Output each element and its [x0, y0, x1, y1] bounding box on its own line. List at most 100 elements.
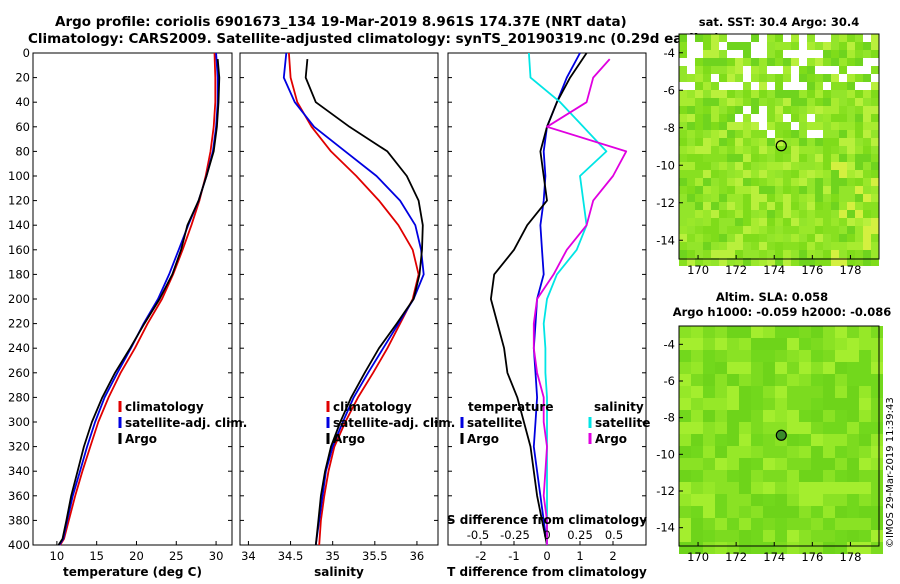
- map-cell: [855, 258, 863, 266]
- map-cell: [679, 250, 687, 258]
- map-cell: [735, 82, 743, 90]
- map-cell: [783, 170, 791, 178]
- map-cell: [715, 518, 727, 530]
- map-cell: [855, 186, 863, 194]
- map-cell: [871, 58, 879, 66]
- map-cell: [799, 518, 811, 530]
- series-line-salinity-satellite: [528, 52, 608, 545]
- map-cell: [703, 542, 715, 554]
- map-cell: [831, 210, 839, 218]
- map-x-tick-label: 170: [687, 263, 709, 277]
- map-cell: [815, 186, 823, 194]
- map-cell: [751, 258, 759, 266]
- map-cell: [839, 34, 847, 42]
- legend-entry: Argo: [333, 432, 365, 446]
- map-cell: [727, 422, 739, 434]
- map-cell: [823, 434, 835, 446]
- map-cell: [799, 106, 807, 114]
- map-cell: [847, 410, 859, 422]
- map-cell: [759, 218, 767, 226]
- map-cell: [823, 210, 831, 218]
- map-cell: [863, 122, 871, 130]
- map-cell: [807, 74, 815, 82]
- map-cell: [695, 130, 703, 138]
- map-cell: [739, 446, 751, 458]
- map-cell: [727, 34, 735, 42]
- map-cell: [719, 218, 727, 226]
- map-cell: [767, 74, 775, 82]
- map-x-tick-label: 172: [725, 263, 747, 277]
- map-cell: [695, 210, 703, 218]
- map-cell: [703, 470, 715, 482]
- map-cell: [727, 494, 739, 506]
- map-cell: [767, 66, 775, 74]
- map-cell: [871, 470, 883, 482]
- map-cell: [711, 154, 719, 162]
- map-cell: [783, 154, 791, 162]
- map-cell: [839, 90, 847, 98]
- map-cell: [743, 34, 751, 42]
- map-cell: [751, 386, 763, 398]
- map-cell: [715, 422, 727, 434]
- map-cell: [687, 194, 695, 202]
- map-cell: [727, 518, 739, 530]
- map-cell: [763, 422, 775, 434]
- map-cell: [859, 410, 871, 422]
- map-cell: [715, 494, 727, 506]
- map-cell: [791, 258, 799, 266]
- map-cell: [751, 470, 763, 482]
- map-cell: [751, 114, 759, 122]
- map-cell: [787, 446, 799, 458]
- map-cell: [703, 186, 711, 194]
- map-cell: [743, 122, 751, 130]
- map-cell: [743, 42, 751, 50]
- map-cell: [831, 234, 839, 242]
- map-cell: [823, 518, 835, 530]
- map-cell: [679, 446, 691, 458]
- map-cell: [763, 530, 775, 542]
- map-cell: [847, 74, 855, 82]
- map-cell: [775, 130, 783, 138]
- map-x-tick-label: 176: [801, 263, 823, 277]
- map-cell: [751, 518, 763, 530]
- map-cell: [751, 154, 759, 162]
- map-cell: [715, 446, 727, 458]
- map-cell: [839, 130, 847, 138]
- y-tick-label: 280: [8, 390, 30, 404]
- map-cell: [863, 66, 871, 74]
- map-cell: [831, 162, 839, 170]
- argo-position-marker: [775, 140, 787, 152]
- map-cell: [823, 530, 835, 542]
- map-cell: [871, 210, 879, 218]
- map-cell: [855, 162, 863, 170]
- map-cell: [679, 162, 687, 170]
- map-cell: [791, 114, 799, 122]
- map-cell: [831, 186, 839, 194]
- map-cell: [703, 494, 715, 506]
- map-cell: [871, 458, 883, 470]
- map-cell: [751, 122, 759, 130]
- map-cell: [679, 506, 691, 518]
- map-cell: [711, 146, 719, 154]
- map-cell: [727, 186, 735, 194]
- map-cell: [767, 138, 775, 146]
- map-cell: [807, 178, 815, 186]
- map-cell: [735, 90, 743, 98]
- y-tick-label: 80: [15, 144, 30, 158]
- map-cell: [711, 178, 719, 186]
- map-cell: [751, 234, 759, 242]
- legend-entry: climatology: [333, 400, 412, 414]
- map-cell: [727, 58, 735, 66]
- map-cell: [711, 242, 719, 250]
- x-axis-label-top: S difference from climatology: [447, 513, 647, 527]
- map-cell: [775, 194, 783, 202]
- map-cell: [791, 186, 799, 194]
- map-cell: [807, 130, 815, 138]
- map-y-tick-label: -8: [664, 121, 675, 135]
- map-cell: [719, 130, 727, 138]
- map-cell: [847, 58, 855, 66]
- map-cell: [799, 494, 811, 506]
- map-cell: [855, 218, 863, 226]
- map-cell: [863, 170, 871, 178]
- x-tick-label: 0: [543, 549, 550, 563]
